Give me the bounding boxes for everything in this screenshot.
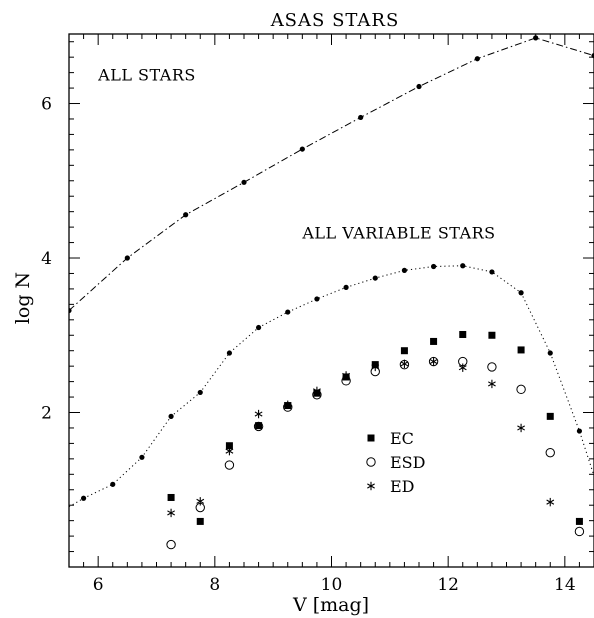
ec-point — [400, 347, 408, 355]
ec-point — [488, 331, 496, 339]
ec-point — [167, 493, 175, 501]
series-2-point — [168, 413, 174, 419]
esd-point — [166, 539, 176, 550]
y-tick-label: 4 — [41, 249, 52, 269]
legend-label-ec: EC — [390, 429, 414, 448]
series-1-point — [124, 255, 130, 261]
series-1-point — [299, 146, 305, 152]
ed-point — [488, 379, 496, 389]
series-1-point — [474, 56, 480, 62]
series-2-line — [69, 265, 594, 508]
plot-frame — [68, 33, 594, 568]
ec-point — [546, 412, 554, 420]
series-1-point — [358, 114, 364, 121]
annotation-label: ALL VARIABLE STARS — [301, 224, 495, 243]
series-1-line — [69, 37, 594, 311]
series-2-point — [226, 350, 233, 356]
x-tick-label: 14 — [554, 575, 576, 595]
legend: EC ESD ED — [366, 429, 425, 496]
ec-point — [459, 330, 467, 338]
series-1-point — [591, 53, 594, 59]
ec-point — [430, 337, 438, 345]
series-2-point — [401, 267, 408, 273]
plot-border — [68, 33, 594, 568]
series-2-point — [80, 495, 87, 501]
ed-point — [342, 371, 350, 380]
ed-point — [167, 508, 175, 518]
legend-marker-ed — [367, 481, 375, 491]
esd-point — [545, 447, 555, 458]
series-2-point — [430, 263, 437, 270]
ed-point — [283, 400, 292, 409]
series-2-point — [314, 296, 320, 302]
series-1-point — [241, 179, 247, 185]
ed-point — [400, 359, 409, 369]
esd-point — [224, 460, 235, 470]
ed-point — [313, 386, 321, 396]
series-1-point — [69, 307, 72, 314]
series-1-point — [416, 83, 422, 90]
series-2-point — [285, 309, 291, 315]
series-2-point — [518, 290, 524, 296]
esd-point — [516, 384, 526, 395]
y-tick-label: 2 — [41, 404, 52, 424]
series-2-point — [460, 263, 466, 269]
data-markers — [69, 35, 594, 550]
series-2-point — [343, 284, 349, 290]
ec-point — [255, 422, 263, 430]
x-tick-label: 10 — [321, 575, 343, 595]
x-tick-label: 12 — [437, 575, 459, 595]
x-tick-label: 8 — [209, 575, 220, 595]
series-1-point — [183, 212, 189, 218]
axis-ticks — [68, 34, 594, 568]
annotations: ALL STARS ALL VARIABLE STARS — [97, 65, 495, 242]
series-1-point — [533, 35, 539, 41]
series-2-point — [547, 350, 553, 356]
ed-point — [254, 409, 263, 419]
esd-point — [574, 526, 585, 537]
series-2-point — [576, 428, 583, 434]
y-tick-label: 6 — [41, 95, 52, 115]
x-tick-label: 6 — [93, 575, 104, 595]
tick-labels: 6 8 10 12 14 2 4 6 — [41, 95, 575, 595]
annotation-label: ALL STARS — [97, 65, 196, 84]
series-2-point — [489, 269, 495, 275]
ec-point — [196, 517, 204, 525]
ed-point — [546, 497, 555, 507]
ed-point — [371, 362, 380, 372]
series-2-point — [255, 324, 262, 331]
ec-point — [517, 346, 525, 354]
series-lines — [69, 37, 594, 508]
chart-title: ASAS STARS — [270, 10, 400, 31]
series-2-point — [139, 454, 145, 460]
ed-point — [429, 357, 438, 366]
esd-point — [487, 362, 497, 372]
ed-point — [196, 497, 205, 506]
series-2-point — [372, 275, 378, 281]
y-axis-label: log N — [12, 272, 34, 324]
legend-label-ed: ED — [390, 477, 415, 496]
ed-point — [458, 363, 467, 372]
ed-point — [517, 423, 525, 433]
esd-point — [253, 421, 264, 432]
legend-marker-ec — [367, 434, 375, 442]
ec-point — [225, 442, 233, 450]
series-2-point — [197, 389, 203, 396]
legend-marker-esd — [366, 457, 376, 467]
legend-label-esd: ESD — [390, 453, 425, 472]
ed-point — [225, 446, 234, 456]
x-axis-label: V [mag] — [292, 594, 369, 616]
series-2-point — [110, 481, 116, 487]
ec-point — [575, 517, 583, 525]
